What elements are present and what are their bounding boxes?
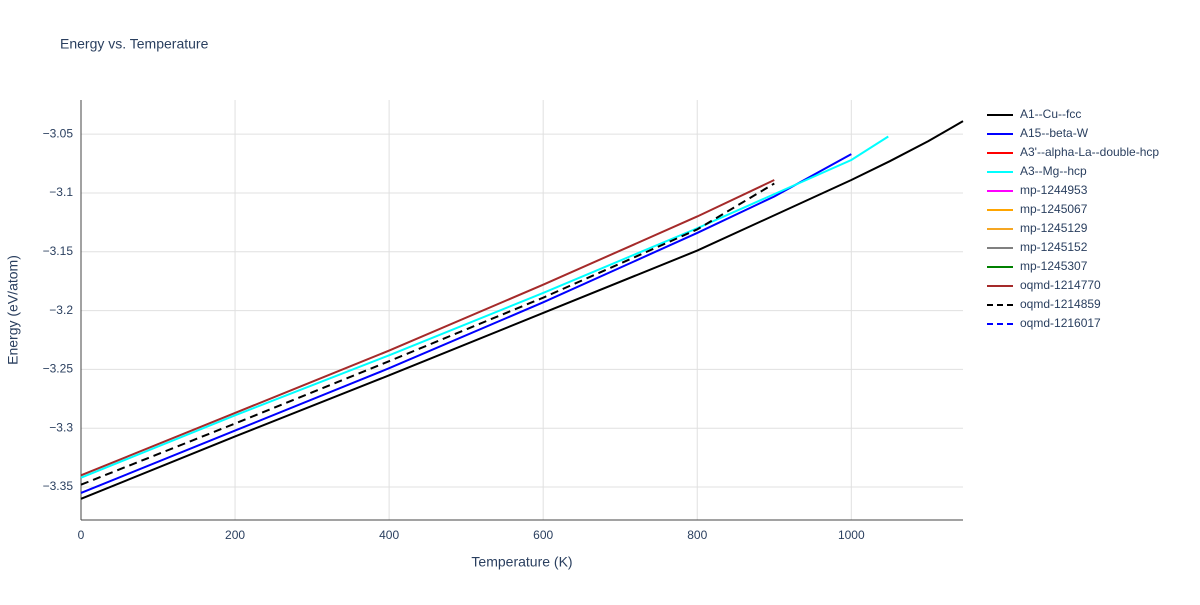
y-tick-label: −3.2 [49,303,73,317]
y-axis-title: Energy (eV/atom) [5,255,21,365]
y-tick-label: −3.35 [43,479,74,493]
legend-label: oqmd-1216017 [1020,316,1101,330]
x-tick-label: 400 [379,528,399,542]
x-tick-label: 1000 [838,528,865,542]
legend-label: A3'--alpha-La--double-hcp [1020,145,1159,159]
legend-label: A3--Mg--hcp [1020,164,1087,178]
y-tick-label: −3.3 [49,420,73,434]
x-tick-label: 200 [225,528,245,542]
y-tick-label: −3.1 [49,185,73,199]
series-line [80,135,889,479]
y-tick-label: −3.15 [43,244,74,258]
legend-label: mp-1244953 [1020,183,1088,197]
legend-label: oqmd-1214770 [1020,278,1101,292]
y-tick-label: −3.25 [43,362,74,376]
series-line [80,153,852,494]
x-axis-title: Temperature (K) [471,554,572,570]
legend-label: oqmd-1214859 [1020,297,1101,311]
series-line [80,179,775,477]
legend-label: A15--beta-W [1020,126,1089,140]
chart-title: Energy vs. Temperature [60,36,209,52]
legend-label: mp-1245129 [1020,221,1088,235]
x-tick-label: 800 [687,528,707,542]
legend-label: A1--Cu--fcc [1020,107,1081,121]
x-tick-label: 0 [78,528,85,542]
series-line [80,120,964,500]
legend-label: mp-1245067 [1020,202,1088,216]
legend-label: mp-1245307 [1020,259,1088,273]
series-line [80,182,775,486]
y-tick-label: −3.05 [43,126,74,140]
x-tick-label: 600 [533,528,553,542]
legend-label: mp-1245152 [1020,240,1088,254]
